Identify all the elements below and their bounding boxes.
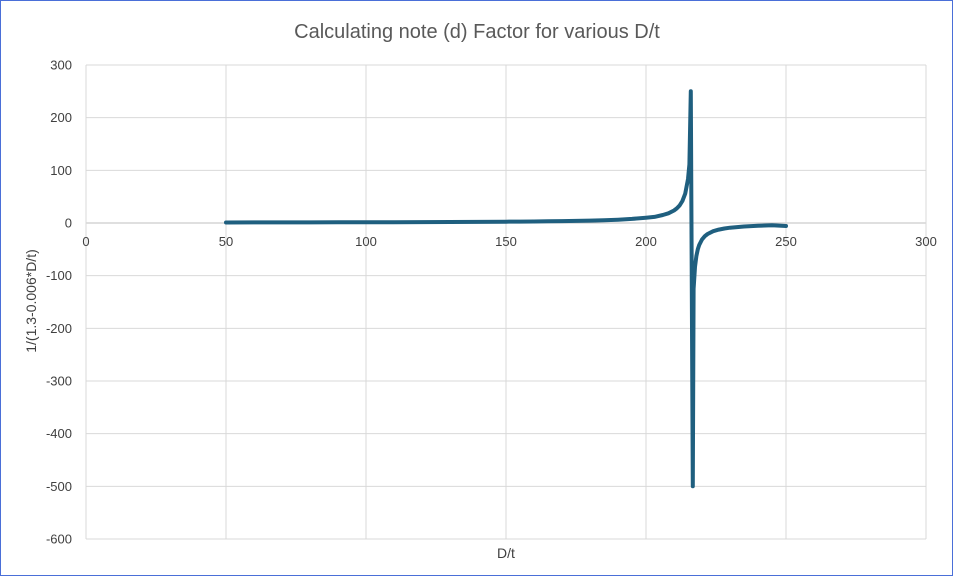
x-tick-label: 50	[219, 234, 233, 249]
y-tick-label: -300	[46, 374, 72, 389]
x-tick-label: 100	[355, 234, 377, 249]
y-tick-label: -100	[46, 268, 72, 283]
x-tick-label: 200	[635, 234, 657, 249]
x-tick-label: 300	[915, 234, 937, 249]
x-tick-label: 250	[775, 234, 797, 249]
y-tick-label: -600	[46, 532, 72, 547]
y-tick-label: -200	[46, 321, 72, 336]
x-tick-label: 0	[82, 234, 89, 249]
gridlines	[85, 64, 927, 540]
y-tick-label: 300	[50, 58, 72, 73]
y-tick-label: -500	[46, 479, 72, 494]
y-tick-label: 0	[65, 216, 72, 231]
y-tick-label: 200	[50, 110, 72, 125]
x-axis-title: D/t	[497, 545, 515, 561]
y-tick-labels: 300 200 100 0 -100 -200 -300 -400 -500 -600	[46, 58, 72, 547]
chart-title: Calculating note (d) Factor for various …	[294, 21, 660, 43]
series-line	[224, 89, 788, 489]
x-tick-labels: 0 50 100 150 200 250 300	[82, 234, 936, 249]
x-tick-label: 150	[495, 234, 517, 249]
series-layer	[224, 89, 788, 489]
y-axis-title: 1/(1.3-0.006*D/t)	[23, 249, 39, 353]
y-tick-label: 100	[50, 163, 72, 178]
y-tick-label: -400	[46, 426, 72, 441]
